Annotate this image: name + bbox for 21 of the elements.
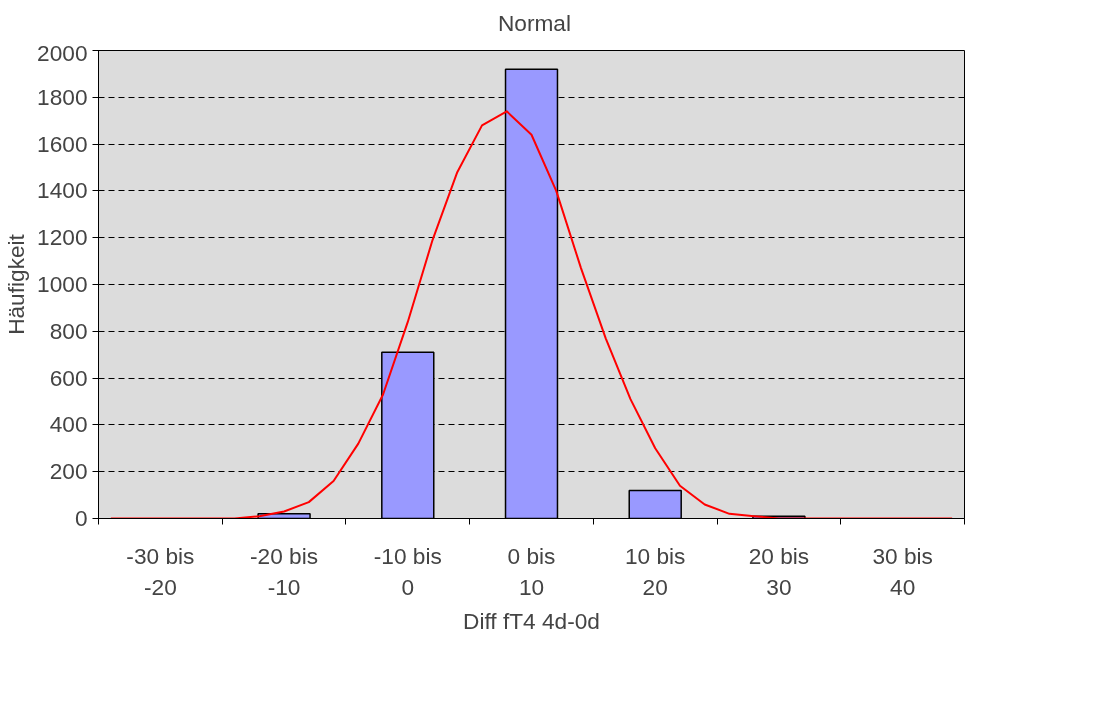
y-tick-label: 1800 bbox=[37, 83, 88, 110]
y-tick-label: 200 bbox=[49, 458, 88, 485]
x-tick-label: 0 bis 10 bbox=[507, 542, 556, 600]
text: Normal bbox=[497, 9, 572, 36]
x-tick-label: 30 bis 40 bbox=[872, 542, 933, 600]
y-tick-label: 1400 bbox=[37, 177, 88, 204]
y-tick-label: 400 bbox=[49, 411, 88, 438]
y-axis-title: Häufigkeit bbox=[3, 233, 30, 335]
y-tick-label: 800 bbox=[49, 317, 88, 344]
x-axis-title: Diff fT4 4d-0d bbox=[463, 607, 600, 634]
y-tick-label: 1200 bbox=[37, 224, 88, 251]
y-tick-label: 1000 bbox=[37, 271, 88, 297]
x-tick-label: 20 bis 30 bbox=[748, 542, 810, 600]
x-tick-label: 10 bis 20 bbox=[624, 542, 686, 600]
x-tick-label: -20 bis -10 bbox=[250, 542, 319, 600]
y-tick-label: 600 bbox=[49, 364, 88, 391]
y-tick-label: 1600 bbox=[37, 130, 88, 157]
x-tick-label: -10 bis 0 bbox=[373, 542, 442, 600]
x-tick-label: -30 bis -20 bbox=[126, 542, 195, 600]
y-tick-label: 2000 bbox=[37, 39, 88, 66]
y-tick-label: 0 bbox=[74, 505, 88, 531]
